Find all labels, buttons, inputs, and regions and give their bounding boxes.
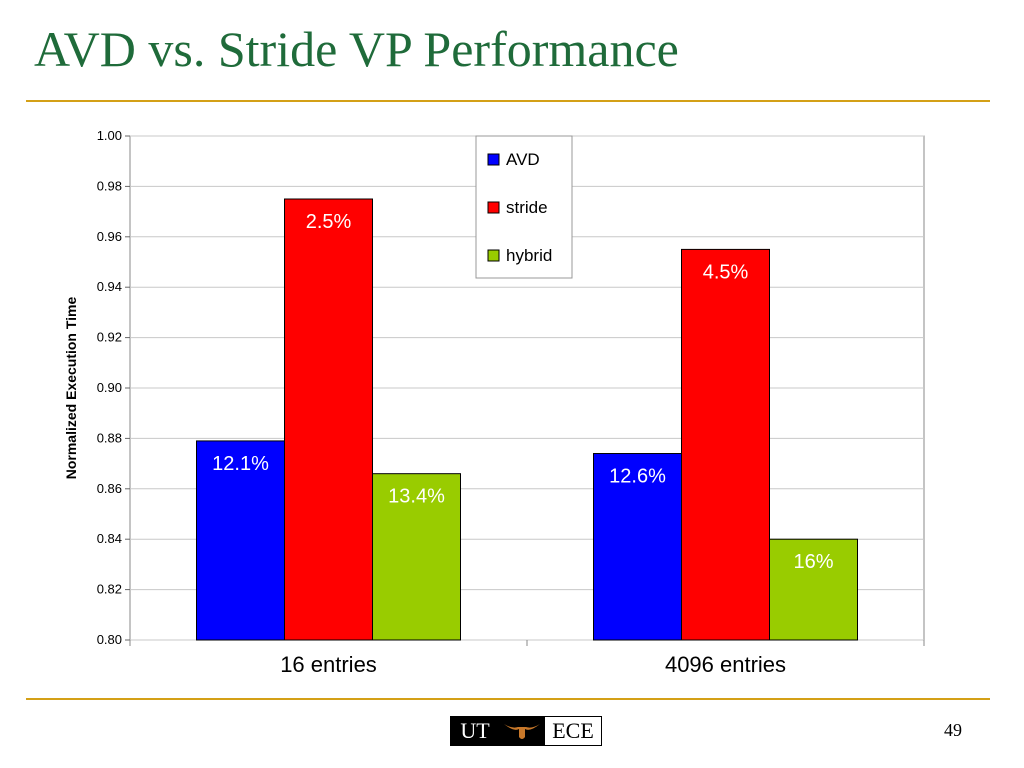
y-tick-label: 0.82 bbox=[97, 582, 122, 597]
chart: 0.80 0.82 0.84 0.86 0.88 0.90 0.92 0.94 0.96 0.98… bbox=[63, 128, 925, 677]
y-tick-label: 0.80 bbox=[97, 632, 122, 647]
bar-stride-1 bbox=[284, 198, 373, 641]
y-tick-label: 0.94 bbox=[97, 279, 122, 294]
legend-label-stride: stride bbox=[506, 198, 548, 217]
bar-hybrid-1 bbox=[372, 473, 461, 641]
y-tick-label: 1.00 bbox=[97, 128, 122, 143]
bar-AVD-1 bbox=[196, 440, 285, 641]
legend-label-hybrid: hybrid bbox=[506, 246, 552, 265]
data-label: 2.5% bbox=[306, 211, 352, 233]
title-divider bbox=[26, 100, 990, 102]
logo-ut-text: UT bbox=[451, 717, 499, 745]
y-tick-label: 0.96 bbox=[97, 229, 122, 244]
bar-hybrid-2 bbox=[769, 538, 858, 641]
data-label: 13.4% bbox=[388, 486, 445, 508]
page-number: 49 bbox=[944, 720, 962, 740]
data-label: 12.6% bbox=[609, 466, 666, 488]
x-category-label: 16 entries bbox=[280, 652, 377, 677]
y-tick-label: 0.86 bbox=[97, 481, 122, 496]
y-tick-label: 0.92 bbox=[97, 330, 122, 345]
ut-ece-logo: UT ECE bbox=[450, 716, 602, 746]
y-tick-label: 0.98 bbox=[97, 178, 122, 193]
footer-divider bbox=[26, 698, 990, 700]
data-label: 16% bbox=[793, 551, 833, 573]
data-label: 12.1% bbox=[212, 453, 269, 475]
y-tick-label: 0.88 bbox=[97, 430, 122, 445]
y-axis-label: Normalized Execution Time bbox=[63, 297, 79, 480]
y-tick-label: 0.90 bbox=[97, 380, 122, 395]
logo-ece-text: ECE bbox=[545, 717, 601, 745]
legend-label-AVD: AVD bbox=[506, 150, 540, 169]
legend-swatch-hybrid bbox=[487, 249, 500, 262]
longhorn-icon bbox=[499, 717, 545, 745]
legend-swatch-stride bbox=[487, 201, 500, 214]
slide-title: AVD vs. Stride VP Performance bbox=[34, 21, 679, 77]
legend-swatch-AVD bbox=[487, 153, 500, 166]
x-category-label: 4096 entries bbox=[665, 652, 786, 677]
y-tick-label: 0.84 bbox=[97, 531, 122, 546]
data-label: 4.5% bbox=[703, 261, 749, 283]
bar-stride-2 bbox=[681, 248, 770, 641]
